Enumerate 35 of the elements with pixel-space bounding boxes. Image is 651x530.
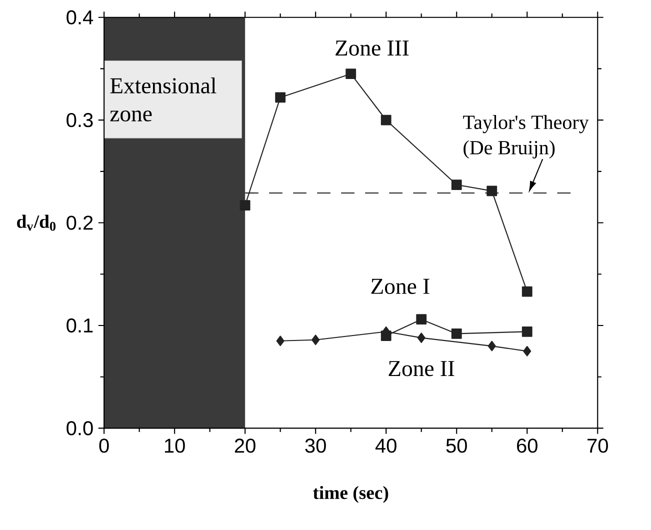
series-label: Zone I xyxy=(371,279,430,294)
y-tick-label: 0.2 xyxy=(66,216,93,230)
ref-line-label: Taylor's Theory (De Bruijn) xyxy=(463,115,589,159)
point xyxy=(416,314,427,325)
x-tick-label: 20 xyxy=(234,438,256,453)
point xyxy=(276,336,284,346)
y-tick-label: 0.3 xyxy=(66,113,93,128)
x-tick-label: 30 xyxy=(305,438,326,453)
x-tick-label: 60 xyxy=(517,438,538,453)
point xyxy=(275,92,286,103)
point xyxy=(451,328,462,340)
point xyxy=(240,200,250,211)
band-label: Extensional zone xyxy=(110,78,216,122)
y-tick-label: 0.4 xyxy=(66,10,94,25)
series-label: Zone II xyxy=(388,361,454,376)
point xyxy=(522,286,532,298)
point xyxy=(346,68,356,80)
series-label: Zone III xyxy=(336,40,409,56)
point xyxy=(312,334,320,346)
x-tick-label: 50 xyxy=(446,438,467,453)
y-tick-label: 0.1 xyxy=(66,318,93,333)
y-axis-title: d$_{v}$/d$_{0}$ xyxy=(17,214,56,231)
y-tick-label: 0.0 xyxy=(66,421,93,436)
point xyxy=(488,341,496,352)
x-tick-label: 40 xyxy=(375,438,396,453)
x-tick-label: 10 xyxy=(164,438,185,453)
point xyxy=(486,186,498,196)
x-tick-label: 70 xyxy=(588,438,608,453)
point xyxy=(451,180,462,190)
point xyxy=(522,326,532,338)
x-axis-title: time (sec) xyxy=(313,486,388,504)
point xyxy=(523,346,532,357)
x-tick-label: 0 xyxy=(99,438,109,453)
point xyxy=(417,332,426,344)
point xyxy=(380,115,392,126)
